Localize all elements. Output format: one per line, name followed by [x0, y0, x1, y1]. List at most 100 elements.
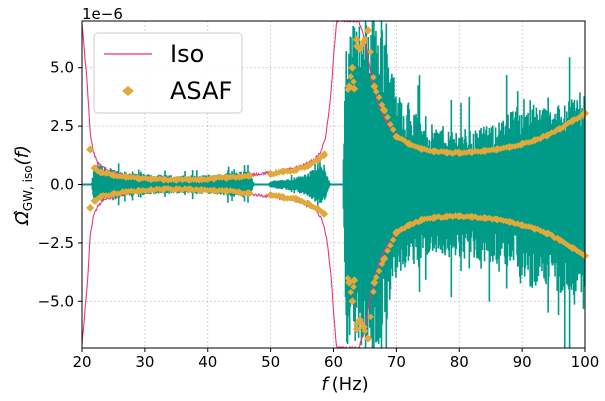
asaf-point [147, 186, 155, 193]
asaf-point [497, 216, 505, 224]
asaf-point [375, 94, 383, 101]
asaf-point [306, 161, 314, 169]
asaf-point [272, 170, 280, 177]
asaf-point [355, 317, 363, 325]
asaf-point [105, 192, 113, 199]
asaf-point [238, 173, 246, 181]
asaf-point [446, 212, 454, 220]
asaf-point [309, 159, 317, 166]
x-tick-label: 70 [387, 353, 406, 371]
y-tick-label: −2.5 [38, 234, 74, 252]
asaf-point [415, 218, 422, 226]
asaf-point [381, 254, 389, 262]
asaf-point [145, 187, 152, 194]
asaf-point [435, 213, 442, 220]
asaf-point [389, 126, 397, 133]
asaf-point [423, 146, 431, 154]
asaf-point [361, 35, 369, 43]
asaf-point [306, 202, 314, 209]
asaf-point [576, 249, 584, 256]
asaf-point [488, 216, 496, 223]
asaf-point [469, 149, 476, 156]
asaf-point [321, 150, 328, 157]
asaf-point [401, 224, 408, 232]
asaf-point [350, 78, 357, 86]
asaf-point [229, 173, 237, 181]
asaf-point [471, 213, 479, 220]
asaf-point [232, 174, 240, 182]
asaf-point [539, 228, 547, 236]
asaf-point [418, 144, 425, 152]
asaf-point [401, 137, 408, 144]
y-tick-label: −5.0 [38, 292, 74, 310]
x-tick-label: 90 [513, 353, 532, 371]
asaf-point [466, 148, 473, 155]
asaf-point [170, 186, 178, 194]
asaf-point [551, 128, 558, 136]
asaf-point [125, 188, 132, 195]
asaf-point [318, 153, 325, 160]
asaf-point [486, 146, 493, 154]
asaf-point [232, 188, 240, 196]
asaf-point [176, 185, 183, 192]
asaf-point [304, 199, 311, 207]
asaf-point [344, 86, 352, 94]
asaf-point [178, 176, 186, 184]
asaf-point [528, 138, 536, 145]
asaf-point [364, 334, 372, 342]
asaf-point [352, 325, 361, 334]
asaf-point [170, 176, 178, 183]
asaf-point [218, 186, 226, 194]
asaf-point [246, 172, 254, 180]
asaf-point [352, 35, 361, 44]
asaf-point [350, 84, 359, 93]
y-offset-label: 1e−6 [82, 5, 123, 23]
x-tick-label: 100 [571, 353, 600, 371]
asaf-point [415, 144, 422, 151]
asaf-series [86, 26, 589, 343]
asaf-point [505, 218, 513, 225]
asaf-point [370, 73, 377, 81]
asaf-point [295, 164, 303, 172]
asaf-point [370, 288, 377, 296]
asaf-point [387, 242, 394, 249]
asaf-point [187, 185, 195, 193]
asaf-point [537, 135, 544, 143]
asaf-point [350, 276, 359, 285]
x-axis-ticks: 20 30 40 50 60 70 80 90 100 [72, 348, 599, 371]
legend: Iso ASAF [93, 32, 243, 114]
legend-asaf-label: ASAF [170, 77, 232, 105]
y-axis-label-sub: GW, iso [21, 165, 35, 211]
asaf-point [111, 189, 118, 197]
asaf-point [486, 214, 493, 222]
asaf-point [105, 170, 113, 177]
asaf-point [477, 148, 485, 156]
asaf-point [398, 225, 406, 233]
y-tick-label: 5.0 [50, 59, 74, 77]
asaf-point [409, 220, 417, 228]
y-axis-label-symbol: Ω̂ [12, 210, 33, 226]
asaf-point [315, 206, 323, 214]
asaf-point [525, 139, 533, 146]
asaf-point [309, 203, 317, 211]
asaf-point [460, 213, 468, 221]
asaf-point [491, 215, 499, 223]
asaf-point [573, 247, 581, 255]
asaf-point [150, 187, 158, 194]
asaf-point [579, 251, 587, 258]
asaf-point [348, 63, 357, 72]
asaf-point [367, 313, 374, 321]
asaf-point [167, 185, 175, 193]
y-tick-label: 2.5 [50, 117, 74, 135]
asaf-point [409, 142, 417, 149]
x-axis-label-unit: (Hz) [332, 374, 369, 395]
x-tick-label: 20 [72, 353, 91, 371]
asaf-point [525, 223, 533, 230]
asaf-point [370, 278, 379, 287]
asaf-point [514, 220, 522, 228]
asaf-point [275, 192, 283, 199]
asaf-point [86, 145, 95, 154]
y-axis-ticks: −5.0 −2.5 0.0 2.5 5.0 [38, 59, 82, 310]
asaf-point [537, 227, 544, 234]
asaf-point [517, 141, 524, 149]
